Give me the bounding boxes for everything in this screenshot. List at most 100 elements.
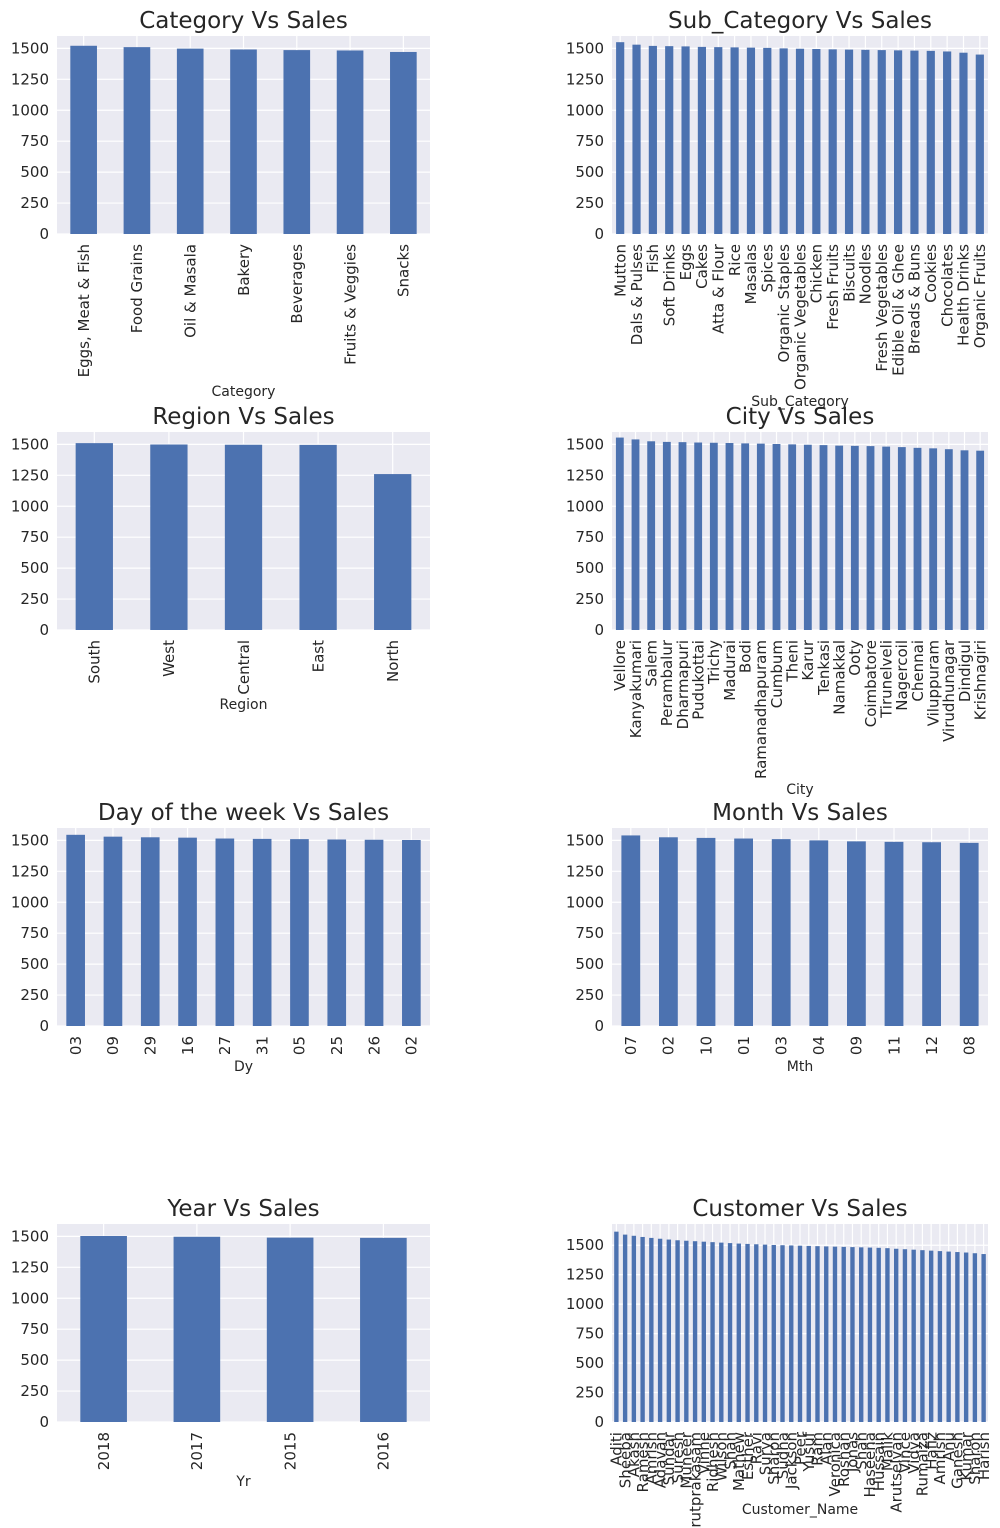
bar-vinne [701,1241,706,1422]
chart-title: Region Vs Sales [152,404,334,430]
y-tick-label: 250 [20,194,49,212]
x-tick-label: Ravi [748,1432,766,1464]
bar-hafiz [928,1250,934,1422]
x-tick-label: Noodles [857,244,875,304]
bar-11 [884,841,904,1026]
x-tick-label: West [160,640,178,677]
bar-namakkal [835,445,844,630]
y-tick-label: 0 [39,621,49,639]
bar-08 [959,842,979,1026]
x-tick-label: Ooty [846,640,864,676]
x-tick-label: Vinne [695,1432,713,1474]
bar-veronica [832,1246,838,1422]
y-tick-label: 1250 [11,466,49,484]
x-tick-label: Dals & Pulses [628,244,646,345]
x-tick-label: Health Drinks [955,244,973,346]
y-tick-label: 0 [594,225,604,243]
x-tick-label: Amrish [931,1432,949,1485]
bar-amrish [649,1237,654,1422]
bar-eggs [681,46,690,234]
x-tick-label: Snacks [395,244,413,297]
bar-arutprakasam [692,1241,698,1422]
y-tick-label: 1500 [11,1227,49,1245]
x-tick-label: Organic Staples [775,244,793,363]
x-tick-label: Organic Vegetables [791,244,809,390]
x-tick-label: 11 [885,1036,903,1055]
x-tick-label: Bodi [736,640,754,673]
y-tick-label: 750 [575,132,604,150]
bar-health-drinks [959,52,968,234]
bar-breads-buns [910,50,919,234]
bar-atta-flour [714,47,723,235]
x-tick-label: 27 [216,1036,234,1055]
y-tick-label: 1250 [11,1258,49,1276]
bar-10 [696,837,716,1026]
y-tick-label: 250 [575,194,604,212]
bar-nagercoil [897,447,906,630]
x-tick-label: Ramesh [634,1432,652,1492]
x-tick-label: Central [235,640,253,695]
x-tick-label: Rice [726,244,744,276]
bar-muneer [684,1240,689,1422]
x-tick-label: 03 [67,1036,85,1055]
x-tick-label: 04 [810,1036,828,1055]
bar-surya [762,1244,768,1422]
bar-rumaiza [920,1250,925,1422]
bar-vidya [911,1249,916,1422]
y-tick-label: 500 [20,1351,49,1369]
x-tick-label: Beverages [288,244,306,324]
bar-2018 [80,1236,127,1422]
y-tick-label: 1000 [566,497,604,515]
bar-sudha [780,1245,785,1422]
bar-noodles [861,49,870,234]
x-tick-label: Namakkal [830,640,848,715]
bar-2016 [360,1237,407,1422]
bar-perambalur [662,441,671,630]
chart-title: City Vs Sales [726,404,875,430]
x-tick-label: Viluppuram [924,640,942,726]
bar-ramesh [640,1236,645,1422]
x-tick-label: Vince [896,1432,914,1473]
x-tick-label: Organic Fruits [971,244,989,348]
x-tick-label: Akash [625,1432,643,1477]
bar-jackson [789,1245,794,1422]
bar-chicken [812,48,821,235]
x-tick-label: Muneer [678,1431,696,1488]
y-tick-label: 750 [20,1320,49,1338]
bar-biscuits [844,49,854,234]
x-tick-label: 02 [403,1036,421,1055]
x-tick-label: 31 [253,1036,271,1055]
y-tick-label: 1000 [11,101,49,119]
x-axis-label: Category [212,384,276,400]
x-tick-label: Alan [817,1432,835,1465]
x-tick-label: Hussain [870,1432,888,1491]
y-tick-label: 1000 [566,893,604,911]
y-tick-label: 1500 [11,39,49,57]
y-tick-label: 1500 [566,435,604,453]
chart-panel-6: 0 250 500 750 1000 1250 1500 07 02 10 01 03 04 09 11 12… [566,800,988,1075]
y-tick-label: 1000 [566,101,604,119]
x-axis-label: Sub_Category [751,394,849,410]
x-tick-label: Cumbum [768,640,786,708]
bar-vellore [615,437,624,630]
bar-esther [745,1243,750,1422]
x-tick-label: Roshan [835,1432,853,1487]
y-tick-label: 1250 [566,1266,604,1284]
bar-organic-fruits [975,54,984,234]
bar-organic-vegetables [795,48,805,235]
bar-oil-masala [176,48,204,235]
x-tick-label: 02 [660,1036,678,1055]
x-tick-label: Ram [809,1432,827,1466]
bar-ravi [754,1244,759,1422]
x-tick-label: Mathew [730,1432,748,1491]
x-tick-label: 2017 [188,1432,206,1470]
bar-bodi [741,443,750,630]
bar-snacks [390,51,417,235]
bar-karur [803,444,812,630]
x-tick-label: North [384,640,402,682]
x-tick-label: Sundar [660,1431,678,1485]
y-tick-label: 750 [575,528,604,546]
x-axis-label: Mth [787,1059,813,1075]
x-tick-label: Food Grains [128,244,146,333]
y-tick-label: 0 [39,1017,49,1035]
